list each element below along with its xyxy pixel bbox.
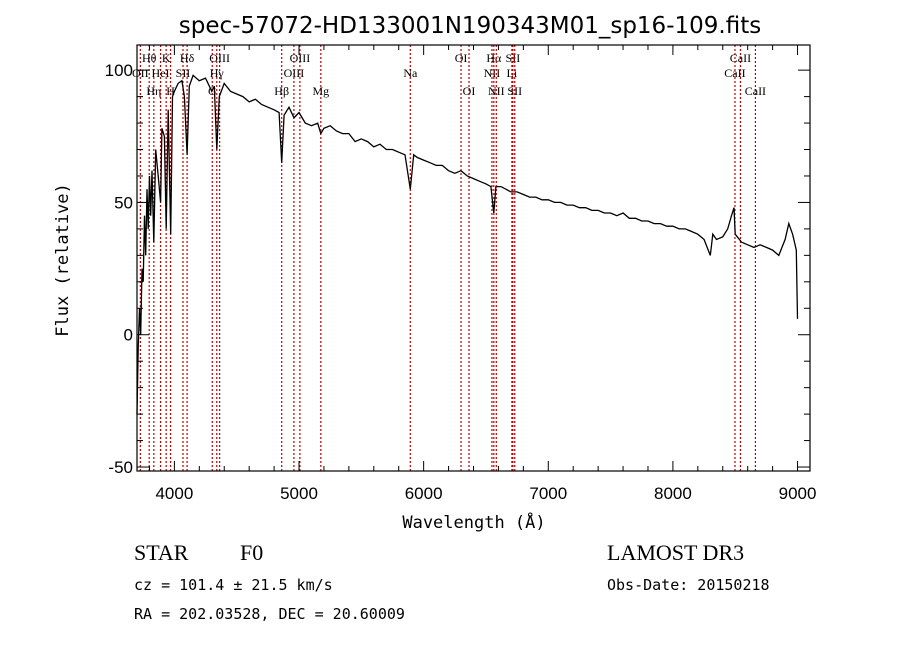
line-marker-label: Li [507, 66, 518, 80]
line-marker-label: OII [132, 66, 149, 80]
line-marker-label: Hβ [274, 84, 289, 98]
series-group [136, 74, 799, 415]
line-marker-label: Na [403, 66, 418, 80]
x-tick-label: 5000 [280, 484, 318, 503]
x-tick-label: 6000 [405, 484, 443, 503]
x-tick-label: 8000 [654, 484, 692, 503]
line-marker-label: CaII [730, 51, 751, 65]
coordinates: RA = 202.03528, DEC = 20.60009 [134, 605, 405, 623]
y-tick-label: 0 [124, 326, 133, 345]
survey-label: LAMOST DR3 [607, 540, 744, 565]
line-marker-label: SII [506, 51, 521, 65]
line-marker-label: K [162, 51, 171, 65]
x-tick-label: 4000 [155, 484, 193, 503]
line-marker-label: OIII [284, 66, 305, 80]
line-marker-label: NII [488, 84, 505, 98]
line-marker-label: Hδ [180, 51, 195, 65]
line-marker-label: OIII [290, 51, 311, 65]
y-tick-label: 100 [105, 61, 133, 80]
spectrum-line [136, 74, 799, 415]
y-tick-label: 50 [114, 193, 133, 212]
line-marker-label: SII [176, 66, 191, 80]
x-tick-label: 7000 [529, 484, 567, 503]
line-marker-label: Hα [486, 51, 502, 65]
y-tick-label: -50 [108, 458, 133, 477]
obs-date: Obs-Date: 20150218 [607, 576, 770, 594]
x-tick-label: 9000 [779, 484, 817, 503]
line-marker-label: SII [507, 84, 522, 98]
line-markers: OIIHθHηHeIKHSIIHδGHγOIIIHβOIIIOIIIMgNaOI… [132, 45, 766, 471]
redshift-info: cz = 101.4 ± 21.5 km/s [134, 576, 333, 594]
subclass: F0 [240, 540, 263, 565]
line-marker-label: OI [455, 51, 468, 65]
line-marker-label: CaII [745, 84, 766, 98]
plot-frame [136, 44, 811, 472]
x-axis-label: Wavelength (Å) [402, 511, 545, 533]
line-marker-label: Hη [146, 84, 161, 98]
line-marker-label: Hγ [210, 66, 225, 80]
axes: 4000 5000 6000 7000 8000 9000 -50 0 50 100 [105, 44, 817, 503]
line-marker-label: NII [484, 66, 501, 80]
line-marker-label: H [166, 84, 175, 98]
line-marker-label: OIII [209, 51, 230, 65]
line-marker-label: Mg [312, 84, 329, 98]
y-axis-label: Flux (relative) [53, 183, 73, 337]
line-marker-label: Hθ [142, 51, 157, 65]
line-marker-label: HeI [152, 66, 170, 80]
line-marker-label: OI [463, 84, 476, 98]
chart-title: spec-57072-HD133001N190343M01_sp16-109.f… [179, 13, 761, 39]
object-type: STAR [134, 540, 189, 565]
line-marker-label: CaII [724, 66, 745, 80]
